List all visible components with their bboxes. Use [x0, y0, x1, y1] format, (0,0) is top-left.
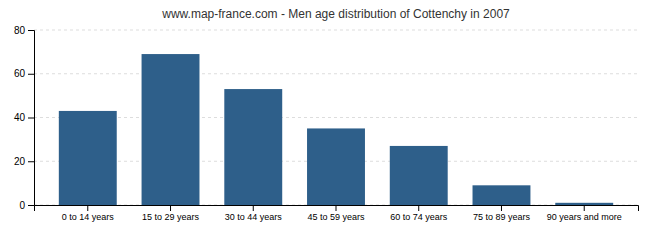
x-tick-label: 0 to 14 years [62, 212, 115, 222]
grid-line [34, 73, 638, 74]
chart-title: www.map-france.com - Men age distributio… [161, 7, 510, 21]
x-tick-mark [584, 205, 585, 211]
y-tick-label: 60 [14, 68, 26, 79]
x-tick-label: 45 to 59 years [307, 212, 365, 222]
y-tick: 40 [14, 112, 34, 123]
y-tick: 20 [14, 156, 34, 167]
bar [390, 146, 448, 205]
grid-line [34, 117, 638, 118]
bar [307, 128, 365, 205]
y-tick: 60 [14, 68, 34, 79]
x-tick-label: 15 to 29 years [142, 212, 200, 222]
x-tick-mark [501, 205, 502, 211]
x-tick-label: 75 to 89 years [473, 212, 531, 222]
y-axis: 0 20 40 60 80 [14, 25, 35, 211]
y-tick-mark [28, 161, 34, 162]
y-tick-label: 20 [14, 156, 26, 167]
x-tick: 0 to 14 years [62, 205, 115, 222]
y-tick: 0 [19, 200, 34, 211]
bar [59, 111, 117, 205]
x-tick: 75 to 89 years [473, 205, 531, 222]
y-tick-mark [28, 74, 34, 75]
bars [59, 54, 613, 205]
x-tick-mark [87, 205, 88, 211]
y-tick-label: 0 [19, 200, 25, 211]
x-tick-label: 90 years and more [547, 212, 622, 222]
x-tick-mark [418, 205, 419, 211]
x-tick: 30 to 44 years [225, 205, 283, 222]
x-tick-mark [336, 205, 337, 211]
bar [224, 89, 282, 205]
bar [142, 54, 200, 205]
x-axis-line [35, 206, 639, 212]
chart-svg: www.map-france.com - Men age distributio… [0, 0, 650, 229]
x-tick: 45 to 59 years [307, 205, 365, 222]
grid [34, 30, 638, 205]
y-tick: 80 [14, 25, 34, 36]
y-axis-line [28, 31, 35, 206]
y-tick-mark [28, 205, 34, 206]
x-tick: 90 years and more [547, 205, 622, 222]
y-tick-label: 40 [14, 112, 26, 123]
x-axis: 0 to 14 years 15 to 29 years 30 to 44 year… [35, 205, 639, 222]
x-tick-mark [253, 205, 254, 211]
plot-area: 0 to 14 years 15 to 29 years 30 to 44 year… [14, 25, 639, 223]
y-tick-label: 80 [14, 25, 26, 36]
x-tick: 15 to 29 years [142, 205, 200, 222]
y-tick-mark [28, 30, 34, 31]
chart-container: www.map-france.com - Men age distributio… [0, 0, 650, 229]
grid-line [34, 30, 638, 31]
x-tick-label: 30 to 44 years [225, 212, 283, 222]
bar [555, 203, 613, 205]
x-tick-mark [170, 205, 171, 211]
y-tick-mark [28, 118, 34, 119]
x-tick: 60 to 74 years [390, 205, 448, 222]
x-tick-label: 60 to 74 years [390, 212, 448, 222]
bar [473, 185, 531, 205]
